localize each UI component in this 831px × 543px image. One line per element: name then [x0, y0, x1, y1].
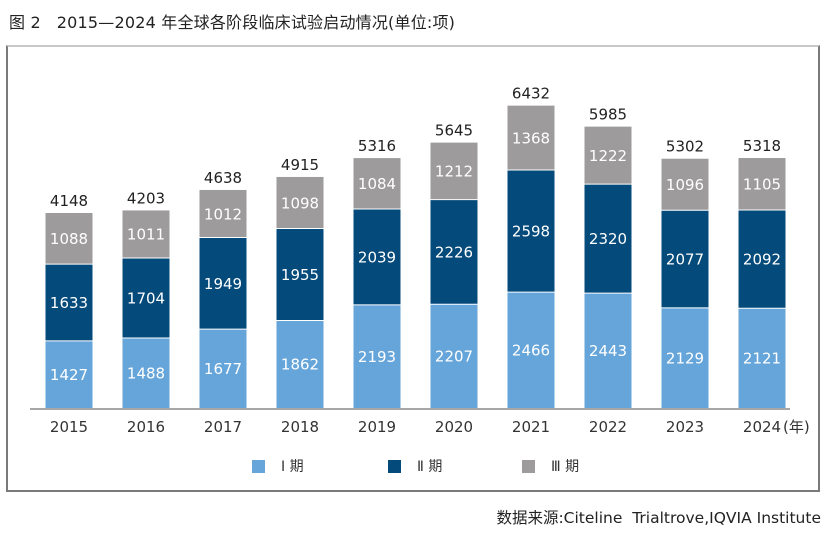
bar-segment-2024-phase-2 — [738, 209, 786, 309]
data-label-2022-phase-1: 2443 — [589, 342, 627, 360]
data-label-2015-phase-1: 1427 — [50, 366, 88, 384]
data-label-2019-phase-3: 1084 — [358, 175, 396, 193]
legend-label-phase-1: Ⅰ 期 — [281, 459, 304, 475]
total-label-2020: 5645 — [435, 122, 473, 140]
data-label-2015-phase-2: 1633 — [50, 294, 88, 312]
data-label-2020-phase-1: 2207 — [435, 348, 473, 366]
x-tick-label-2024: 2024 — [743, 418, 781, 436]
data-label-2017-phase-1: 1677 — [204, 360, 242, 378]
bar-segment-2019-phase-2 — [353, 209, 401, 305]
total-label-2019: 5316 — [358, 137, 396, 155]
total-label-2024: 5318 — [743, 137, 781, 155]
data-label-2017-phase-3: 1012 — [204, 205, 242, 223]
data-label-2024-phase-3: 1105 — [743, 175, 781, 193]
legend-swatch-phase-1 — [252, 459, 265, 473]
bar-segment-2022-phase-1 — [584, 293, 632, 408]
data-label-2021-phase-2: 2598 — [512, 223, 550, 241]
x-tick-label-2022: 2022 — [589, 418, 627, 436]
total-label-2022: 5985 — [589, 106, 627, 124]
bar-segment-2020-phase-2 — [430, 199, 478, 305]
data-label-2017-phase-2: 1949 — [204, 275, 242, 293]
data-label-2023-phase-1: 2129 — [666, 349, 704, 367]
data-label-2016-phase-3: 1011 — [127, 226, 165, 244]
data-label-2018-phase-2: 1955 — [281, 266, 319, 284]
bar-segment-2015-phase-2 — [45, 264, 93, 341]
legend-label-phase-2: Ⅱ 期 — [417, 459, 443, 475]
total-label-2017: 4638 — [204, 169, 242, 187]
data-label-2020-phase-2: 2226 — [435, 243, 473, 261]
bar-segment-2024-phase-3 — [738, 157, 786, 210]
bar-segment-2018-phase-2 — [276, 228, 324, 321]
total-label-2021: 6432 — [512, 85, 550, 103]
bar-segment-2019-phase-1 — [353, 304, 401, 408]
data-label-2021-phase-3: 1368 — [512, 129, 550, 147]
bar-segment-2023-phase-1 — [661, 307, 709, 408]
data-label-2019-phase-2: 2039 — [358, 248, 396, 266]
data-source: 数据来源:Citeline Trialtrove,IQVIA Institute — [496, 509, 821, 527]
bar-segment-2016-phase-2 — [122, 257, 170, 339]
data-label-2018-phase-3: 1098 — [281, 194, 319, 212]
x-tick-label-2021: 2021 — [512, 418, 550, 436]
legend-item-phase-2: Ⅱ 期 — [388, 456, 442, 476]
total-label-2023: 5302 — [666, 138, 704, 156]
bar-segment-2020-phase-1 — [430, 304, 478, 408]
bar-segment-2024-phase-1 — [738, 308, 786, 408]
bar-segment-2017-phase-3 — [199, 189, 247, 238]
legend-item-phase-3: Ⅲ 期 — [522, 456, 579, 476]
x-tick-label-2016: 2016 — [127, 418, 165, 436]
x-tick-label-2018: 2018 — [281, 418, 319, 436]
bar-segment-2023-phase-3 — [661, 158, 709, 211]
bar-segment-2019-phase-3 — [353, 158, 401, 210]
x-tick-label-2020: 2020 — [435, 418, 473, 436]
data-label-2022-phase-3: 1222 — [589, 147, 627, 165]
data-label-2023-phase-2: 2077 — [666, 251, 704, 269]
bar-segment-2016-phase-1 — [122, 338, 170, 408]
bar-segment-2021-phase-1 — [507, 292, 555, 408]
data-label-2015-phase-3: 1088 — [50, 230, 88, 248]
data-label-2024-phase-1: 2121 — [743, 350, 781, 368]
data-label-2022-phase-2: 2320 — [589, 230, 627, 248]
x-tick-label-2017: 2017 — [204, 418, 242, 436]
total-label-2016: 4203 — [127, 189, 165, 207]
data-label-2016-phase-2: 1704 — [127, 289, 165, 307]
chart-frame — [6, 45, 820, 492]
bar-segment-2018-phase-3 — [276, 176, 324, 229]
bar-segment-2020-phase-3 — [430, 142, 478, 200]
x-tick-label-2015: 2015 — [50, 418, 88, 436]
data-label-2016-phase-1: 1488 — [127, 365, 165, 383]
figure-title: 图 2 2015—2024 年全球各阶段临床试验启动情况(单位:项) — [9, 13, 456, 32]
bar-segment-2021-phase-2 — [507, 169, 555, 293]
bars-group: 1427 1633 1088 4148 1488 1704 1011 4203 1677 1949… — [45, 85, 786, 408]
data-label-2020-phase-3: 1212 — [435, 163, 473, 181]
bar-segment-2015-phase-1 — [45, 340, 93, 408]
data-label-2023-phase-3: 1096 — [666, 176, 704, 194]
data-label-2018-phase-1: 1862 — [281, 356, 319, 374]
legend-swatch-phase-2 — [388, 459, 401, 473]
data-label-2021-phase-1: 2466 — [512, 342, 550, 360]
bar-segment-2016-phase-3 — [122, 210, 170, 258]
bar-segment-2022-phase-2 — [584, 184, 632, 294]
bar-segment-2023-phase-2 — [661, 210, 709, 308]
total-label-2018: 4915 — [281, 156, 319, 174]
bar-segment-2015-phase-3 — [45, 213, 93, 265]
legend-item-phase-1: Ⅰ 期 — [252, 456, 304, 476]
bar-segment-2022-phase-3 — [584, 126, 632, 185]
x-tick-label-2023: 2023 — [666, 418, 704, 436]
legend-label-phase-3: Ⅲ 期 — [551, 459, 580, 475]
bar-segment-2017-phase-2 — [199, 237, 247, 330]
bar-segment-2017-phase-1 — [199, 329, 247, 408]
x-tick-labels: 2015 2016 2017 2018 2019 2020 2021 2022 2023 2024… — [50, 418, 810, 436]
data-label-2024-phase-2: 2092 — [743, 251, 781, 269]
total-label-2015: 4148 — [50, 192, 88, 210]
legend: Ⅰ 期 Ⅱ 期 Ⅲ 期 — [0, 456, 831, 478]
data-label-2019-phase-1: 2193 — [358, 348, 396, 366]
bar-segment-2018-phase-1 — [276, 320, 324, 408]
bar-segment-2021-phase-3 — [507, 105, 555, 170]
legend-swatch-phase-3 — [522, 459, 535, 473]
x-tick-label-2019: 2019 — [358, 418, 396, 436]
x-axis-unit-label: (年) — [783, 418, 810, 436]
